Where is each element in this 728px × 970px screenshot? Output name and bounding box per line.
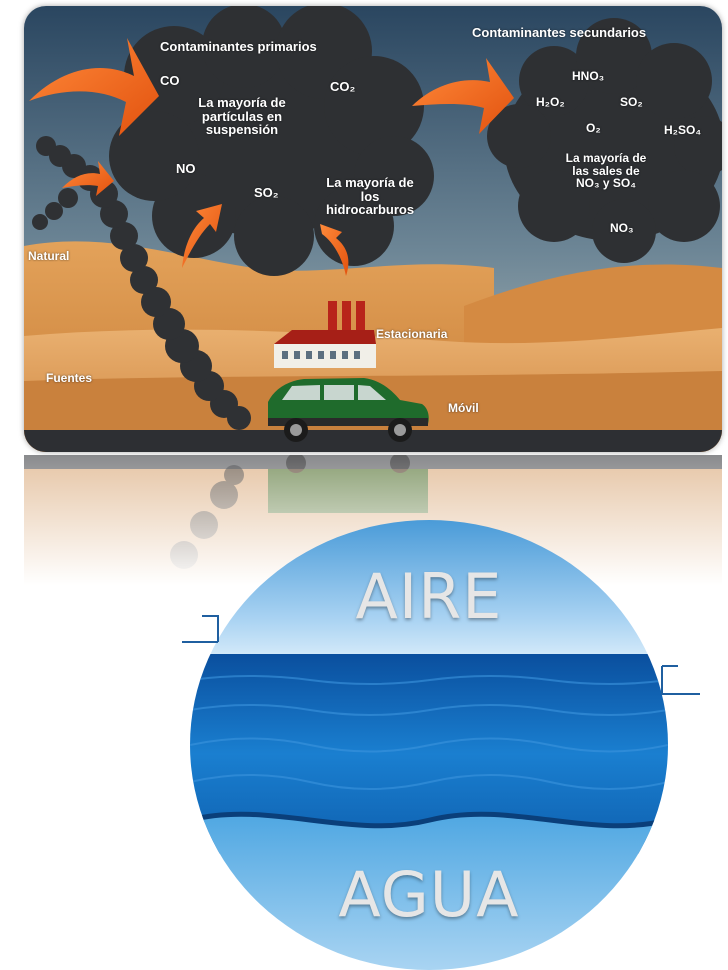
hydrocarbons-line-1: La mayoría de: [326, 175, 414, 190]
label-stationary: Estacionaria: [376, 327, 448, 341]
smoke-trail: [32, 136, 251, 430]
arrow-primary-right: [320, 224, 349, 276]
label-o2: O₂: [586, 121, 601, 135]
label-so2-primary: SO₂: [254, 185, 279, 200]
particles-line-3: suspensión: [205, 122, 279, 138]
air-water-emblem: AIRE AGUA: [190, 520, 668, 970]
label-hno3: HNO₃: [572, 69, 605, 83]
secondary-pollutant-cloud: [487, 18, 722, 263]
arrow-secondary: [412, 58, 514, 134]
arrow-primary-small: [62, 161, 114, 196]
right-tab-mark: [661, 665, 700, 695]
label-so2-secondary: SO₂: [620, 95, 643, 109]
arrow-primary-left: [182, 204, 222, 268]
hydrocarbons-line-3: hidrocarburos: [325, 202, 415, 218]
label-sources: Fuentes: [46, 371, 93, 385]
aire-label: AIRE: [355, 560, 503, 633]
primary-pollutants-title: Contaminantes primarios: [160, 39, 317, 54]
factory: [274, 301, 376, 368]
agua-label: AGUA: [338, 858, 520, 931]
particles-line-1: La mayoría de: [198, 95, 286, 110]
salts-line-2: las sales de: [572, 163, 640, 178]
arrows: [29, 38, 514, 276]
particles-line-2: partículas en: [201, 108, 283, 124]
secondary-pollutants-title: Contaminantes secundarios: [472, 25, 647, 40]
label-particles: La mayoría de partículas en suspensión: [180, 96, 304, 137]
label-mobile: Móvil: [448, 401, 479, 415]
air-water-circle: AIRE AGUA: [190, 520, 668, 970]
label-h2o2: H₂O₂: [536, 95, 565, 109]
label-h2so4: H₂SO₄: [664, 123, 702, 137]
hydrocarbons-line-2: los: [360, 188, 380, 204]
pollutant-sources-diagram: Contaminantes primarios Contaminantes se…: [24, 6, 722, 452]
salts-line-3: NO₃ y SO₄: [576, 176, 636, 191]
label-co2: CO₂: [330, 79, 356, 94]
arrow-primary-top: [29, 38, 159, 136]
label-no3: NO₃: [610, 221, 634, 235]
label-salts: La mayoría de las sales de NO₃ y SO₄: [546, 152, 666, 190]
road: [24, 430, 722, 452]
label-co: CO: [160, 73, 180, 88]
label-natural: Natural: [28, 249, 70, 263]
label-no: NO: [176, 161, 196, 176]
left-tab-mark: [182, 615, 219, 643]
car: [268, 378, 429, 442]
salts-line-1: La mayoría de: [565, 151, 647, 165]
label-hydrocarbons: La mayoría de los hidrocarburos: [314, 176, 426, 217]
diagram-artwork: [24, 6, 722, 452]
